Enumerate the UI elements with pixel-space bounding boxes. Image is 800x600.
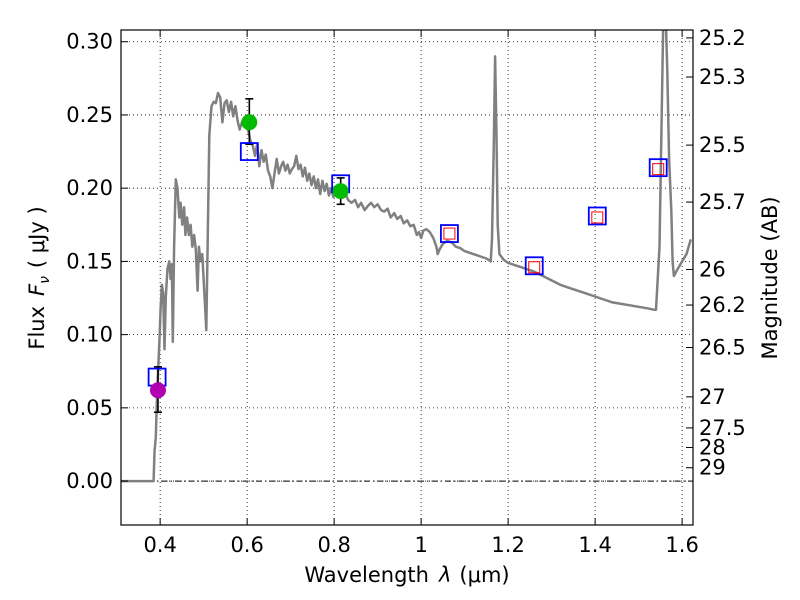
y-tick-label: 0.20 bbox=[66, 176, 113, 200]
upper-limit-point bbox=[443, 227, 456, 240]
x-tick-label: 0.4 bbox=[143, 533, 176, 557]
model-photometry-point bbox=[648, 158, 668, 178]
mag-tick-label: 27 bbox=[699, 385, 726, 409]
mag-tick-label: 25.2 bbox=[699, 26, 746, 50]
model-photometry-point bbox=[440, 224, 459, 243]
plot-frame bbox=[120, 29, 694, 526]
model-photometry-point bbox=[239, 142, 259, 161]
y-axis-label: FluxFν( μJy ) bbox=[25, 206, 53, 349]
mag-tick-label: 28 bbox=[699, 436, 726, 460]
mag-tick-label: 25.3 bbox=[699, 65, 746, 89]
x-tick-label: 0.6 bbox=[230, 533, 263, 557]
y-tick-label: 0.10 bbox=[66, 323, 113, 347]
y-tick-label: 0.25 bbox=[66, 103, 113, 127]
detection-point bbox=[149, 382, 166, 399]
x-tick-label: 1.2 bbox=[491, 533, 524, 557]
y-tick-label: 0.15 bbox=[66, 249, 113, 273]
x-axis-label: Wavelength λ (μm) bbox=[304, 563, 509, 587]
x-tick-label: 1.6 bbox=[665, 533, 698, 557]
mag-tick-label: 26.5 bbox=[699, 336, 746, 360]
mag-tick-label: 27.5 bbox=[699, 416, 746, 440]
detection-point bbox=[241, 114, 258, 131]
mag-tick-label: 25.7 bbox=[699, 190, 746, 214]
x-tick-label: 1 bbox=[414, 533, 427, 557]
upper-limit-point bbox=[591, 211, 604, 224]
mag-tick-label: 26 bbox=[699, 257, 726, 281]
axis-ticks: 0.4 0.6 0.8 1 1.2 1.4 1.6 0.00 0.05 0.10 0.15 0.20 0… bbox=[66, 26, 746, 557]
plot-area bbox=[121, 30, 693, 483]
sed-model-curve bbox=[121, 30, 692, 483]
photometry-marks bbox=[147, 98, 668, 414]
upper-limit-point bbox=[652, 163, 665, 176]
mag-tick-label: 26.2 bbox=[699, 293, 746, 317]
mag-tick-label: 25.5 bbox=[699, 133, 746, 157]
model-photometry-point bbox=[587, 206, 607, 226]
model-photometry-point bbox=[524, 256, 544, 276]
y-tick-label: 0.30 bbox=[66, 30, 113, 54]
x-tick-label: 1.4 bbox=[578, 533, 611, 557]
y2-axis-label: Magnitude (AB) bbox=[758, 196, 782, 359]
mag-tick-label: 29 bbox=[699, 456, 726, 480]
detection-point bbox=[332, 183, 349, 200]
y-tick-label: 0.00 bbox=[66, 469, 113, 493]
y-tick-label: 0.05 bbox=[66, 396, 113, 420]
upper-limit-point bbox=[528, 261, 541, 274]
x-tick-label: 0.8 bbox=[317, 533, 350, 557]
